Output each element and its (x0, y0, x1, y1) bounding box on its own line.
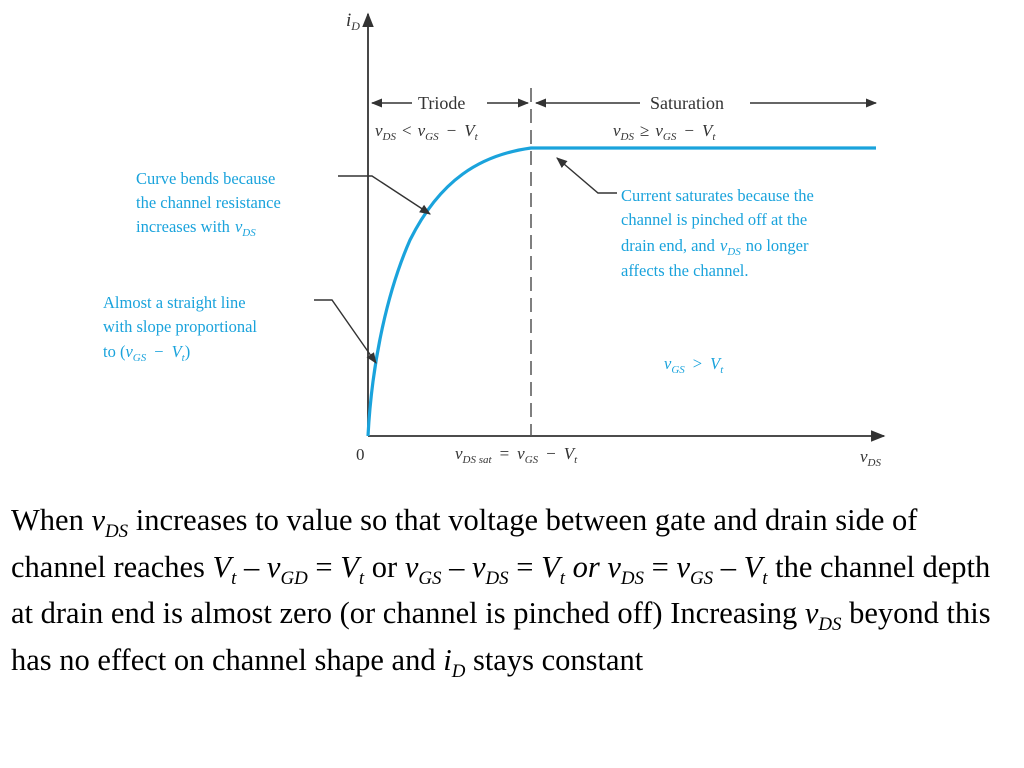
note-saturates: Current saturates because the channel is… (621, 186, 814, 280)
mosfet-id-vds-diagram: iD vDS 0 Triode Saturation vDS < vGS − Vt vD… (103, 10, 886, 469)
region-condition-label: vGS > Vt (664, 354, 724, 376)
svg-text:the channel resistance: the channel resistance (136, 193, 281, 212)
explanation-text: When vDS increases to value so that volt… (11, 503, 991, 682)
origin-label: 0 (356, 445, 365, 464)
triode-condition: vDS < vGS − Vt (375, 121, 479, 143)
saturation-condition: vDS ≥ vGS − Vt (613, 121, 716, 143)
svg-text:with slope proportional: with slope proportional (103, 317, 257, 336)
svg-text:Almost a straight line: Almost a straight line (103, 293, 246, 312)
vds-sat-label: vDS sat = vGS − Vt (455, 444, 578, 466)
note-straight-line: Almost a straight line with slope propor… (103, 293, 257, 364)
saturation-label: Saturation (650, 93, 724, 113)
y-axis-label: iD (346, 10, 360, 33)
svg-text:Current saturates because the: Current saturates because the (621, 186, 814, 205)
note-curve-bends-leader (338, 175, 431, 215)
svg-text:to (vGS−Vt): to (vGS − Vt) (103, 342, 190, 364)
svg-text:affects the channel.: affects the channel. (621, 261, 749, 280)
svg-text:channel is pinched off at the: channel is pinched off at the (621, 210, 807, 229)
svg-text:Curve bends because: Curve bends because (136, 169, 275, 188)
triode-label: Triode (418, 93, 465, 113)
note-saturates-leader (556, 157, 617, 194)
x-axis-label: vDS (860, 447, 881, 469)
note-straight-line-leader (314, 299, 377, 364)
id-vds-curve (366, 146, 876, 437)
note-curve-bends: Curve bends because the channel resistan… (136, 169, 281, 239)
